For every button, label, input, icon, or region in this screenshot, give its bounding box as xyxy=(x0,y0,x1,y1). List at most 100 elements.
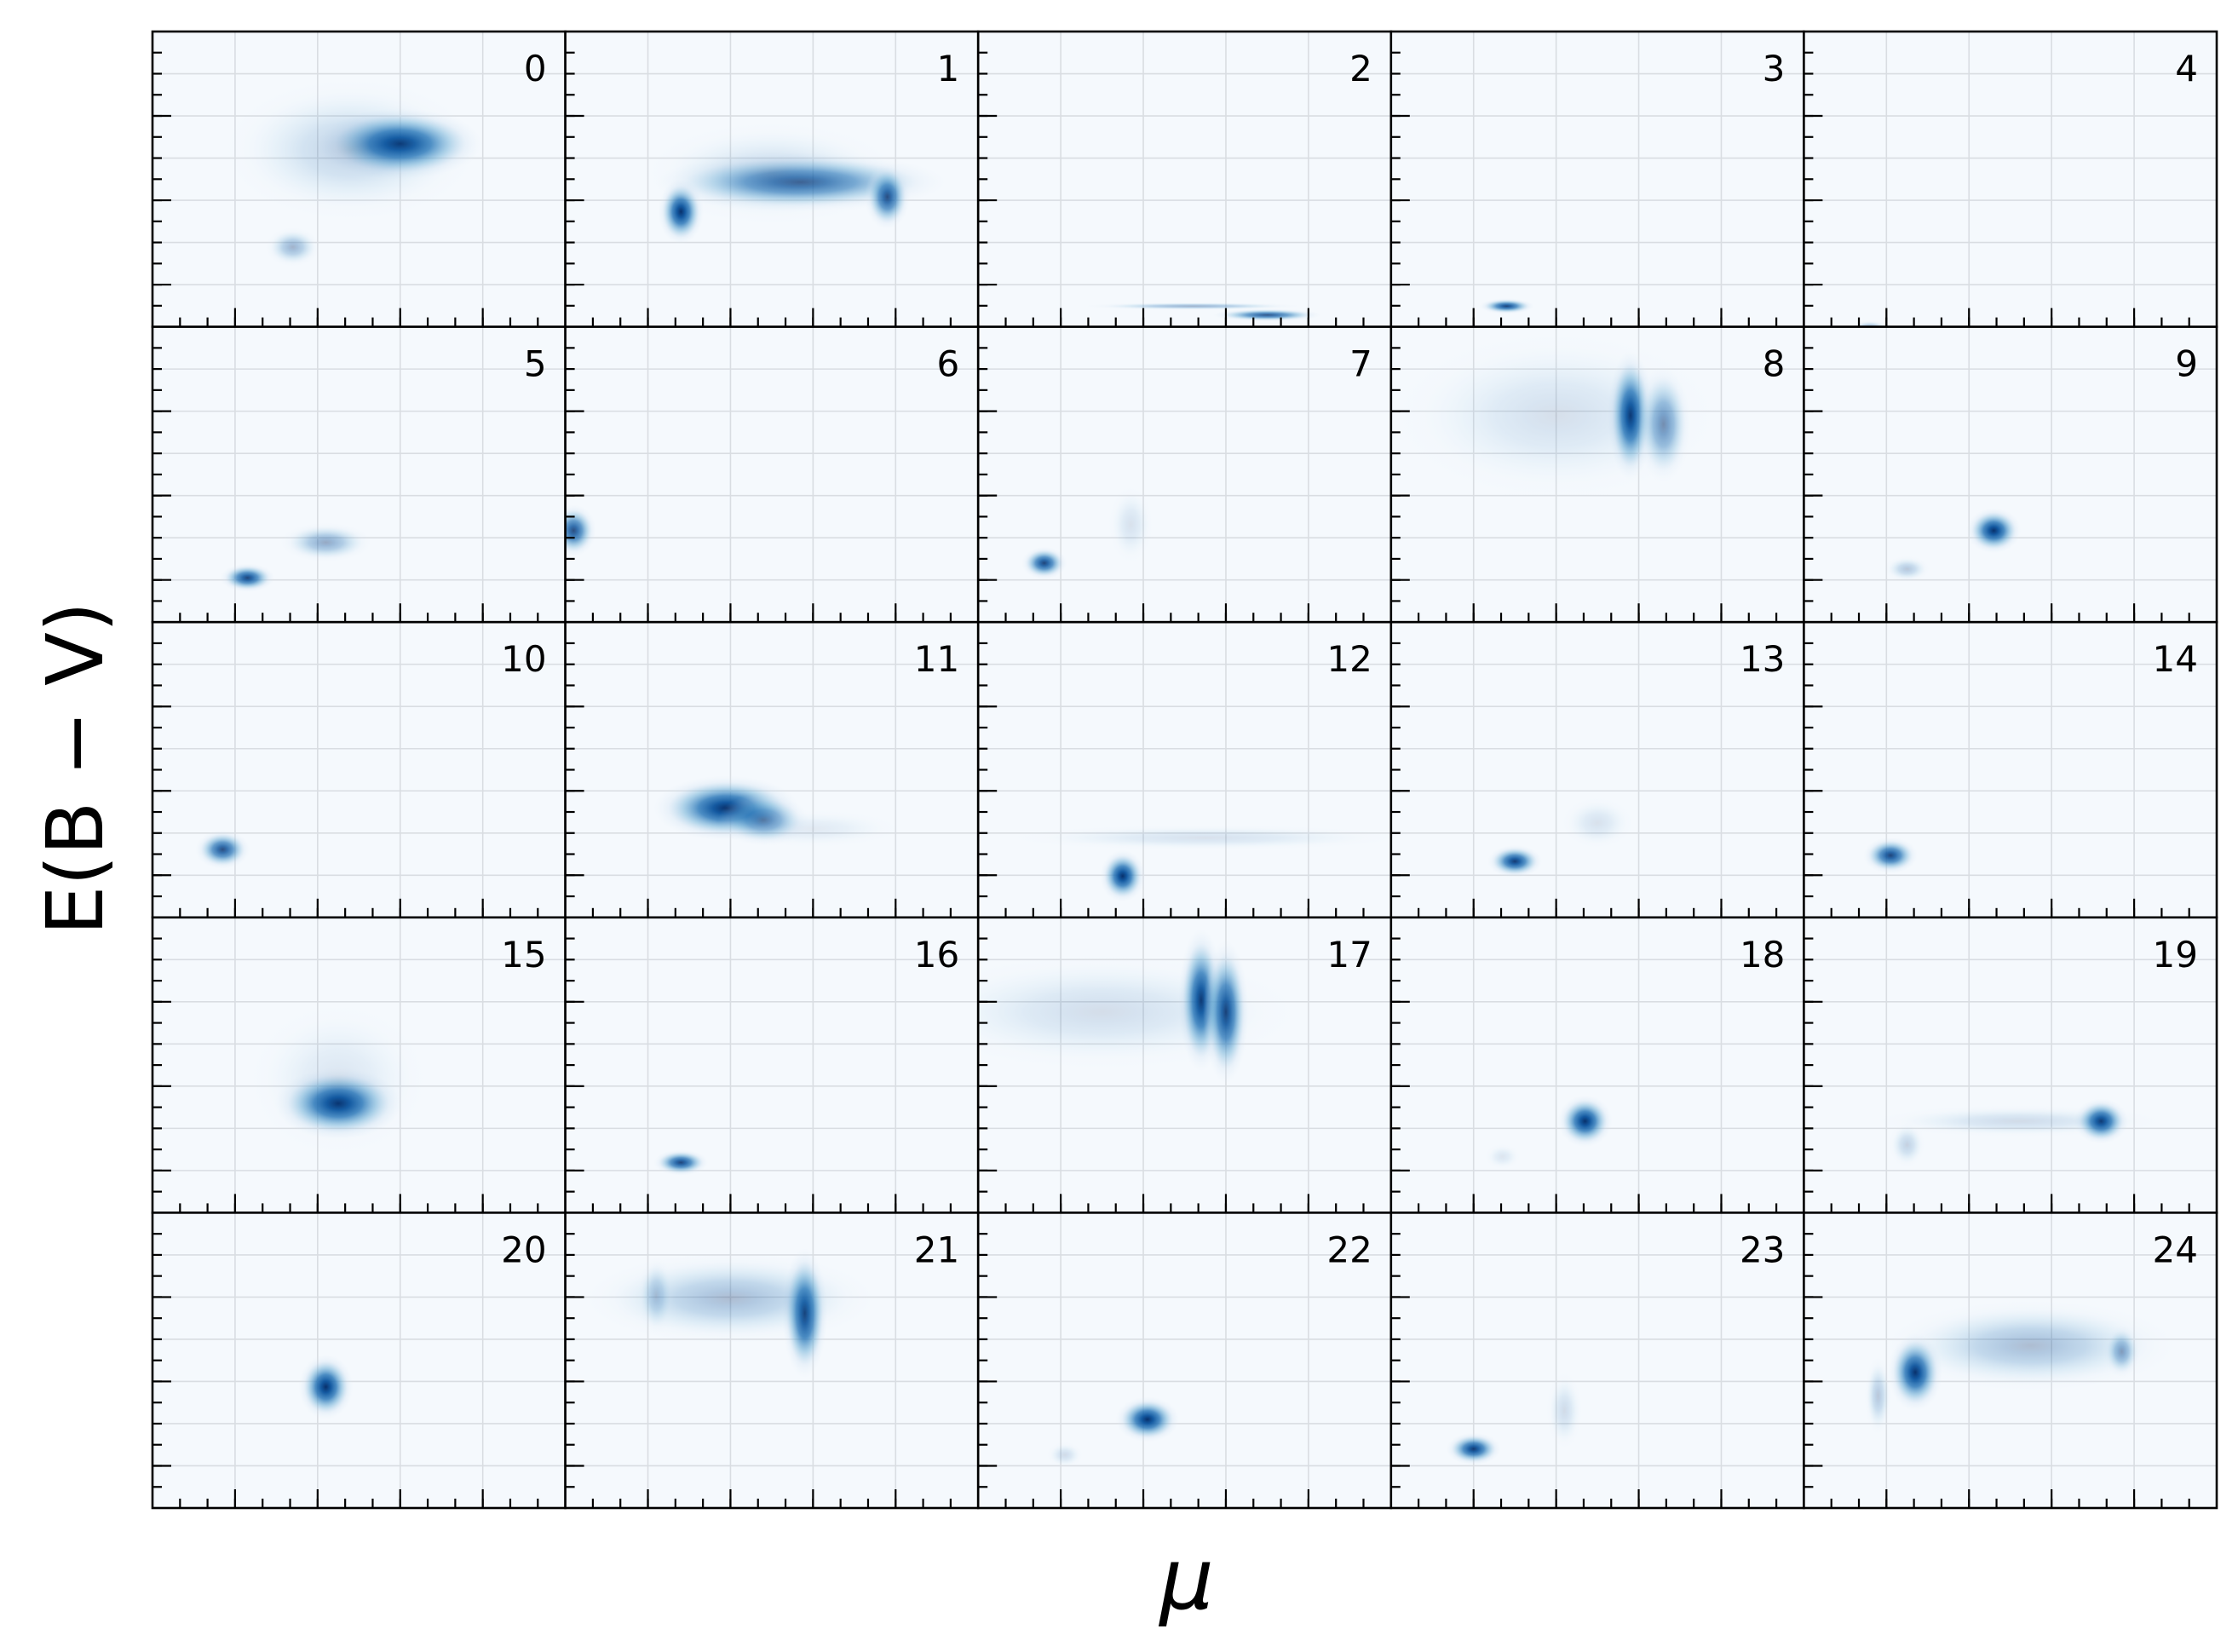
grid xyxy=(565,917,979,1213)
panel-14: 14 xyxy=(1803,620,2218,919)
density-blob xyxy=(1046,1442,1084,1468)
density-blob xyxy=(1889,1121,1925,1168)
panel-background xyxy=(1804,917,2217,1213)
panel-label: 21 xyxy=(914,1229,959,1270)
density-blob xyxy=(220,563,275,592)
panel-background xyxy=(978,1212,1391,1508)
density-layer xyxy=(298,1354,354,1420)
panel-10: 10 xyxy=(151,620,567,919)
ticks xyxy=(1390,642,1778,918)
density-blob xyxy=(1100,849,1146,902)
density-blob xyxy=(1212,308,1322,322)
ticks xyxy=(565,937,952,1213)
y-axis-title: E(B − V) xyxy=(30,602,121,935)
density-blob xyxy=(1884,555,1930,583)
panel-11: 11 xyxy=(564,620,980,919)
panel-background xyxy=(1390,32,1804,327)
density-layer xyxy=(1884,508,2022,583)
density-layer xyxy=(1873,1098,2164,1168)
panel-background xyxy=(1804,326,2217,623)
ticks xyxy=(978,937,1365,1213)
panel-background xyxy=(565,622,979,918)
panel-label: 8 xyxy=(1763,343,1786,385)
panel-background xyxy=(978,622,1391,918)
panel-label: 16 xyxy=(914,934,959,976)
panel-label: 3 xyxy=(1763,48,1786,89)
panel-label: 18 xyxy=(1740,934,1785,976)
density-blob xyxy=(223,78,478,222)
density-layer xyxy=(247,1001,429,1158)
density-blob xyxy=(1966,508,2022,554)
grid xyxy=(1804,32,2217,327)
density-blob xyxy=(722,809,904,849)
panel-13: 13 xyxy=(1389,620,1805,919)
panel-5: 5 xyxy=(151,325,567,624)
density-layer xyxy=(1446,1371,1583,1465)
density-blob xyxy=(1107,486,1154,564)
density-blob xyxy=(1021,546,1067,579)
panel-background xyxy=(565,326,979,623)
ticks xyxy=(978,1233,1365,1508)
ticks xyxy=(565,347,952,623)
density-layer xyxy=(1046,1396,1180,1468)
density-blob xyxy=(2103,1325,2140,1378)
panel-24: 24 xyxy=(1803,1212,2218,1510)
panel-label: 11 xyxy=(914,638,959,680)
panel-17: 17 xyxy=(976,916,1393,1214)
density-layer xyxy=(1851,319,1889,327)
density-layer xyxy=(195,830,250,869)
density-blob xyxy=(1005,824,1391,851)
panel-21: 21 xyxy=(564,1212,980,1510)
density-blob xyxy=(1873,1104,2164,1138)
ticks xyxy=(152,642,539,918)
density-blob xyxy=(644,121,900,226)
panel-6: 6 xyxy=(564,325,980,624)
panel-background xyxy=(978,32,1391,327)
density-blob xyxy=(280,522,371,562)
ticks xyxy=(152,347,539,623)
density-blob xyxy=(637,1256,675,1335)
grid xyxy=(1390,622,1804,918)
density-layer xyxy=(653,775,904,849)
grid xyxy=(978,32,1391,327)
ticks xyxy=(1804,51,2190,327)
density-layer xyxy=(1487,797,1634,878)
panel-label: 14 xyxy=(2153,638,2198,680)
density-blob xyxy=(653,1149,709,1176)
density-blob xyxy=(1084,302,1303,310)
ticks xyxy=(1804,937,2190,1213)
ticks xyxy=(1390,51,1778,327)
ticks xyxy=(152,1233,539,1508)
panel-label: 12 xyxy=(1326,638,1372,680)
panel-22: 22 xyxy=(976,1212,1393,1510)
panel-background xyxy=(152,1212,566,1508)
density-layer xyxy=(584,1247,877,1379)
ticks xyxy=(1804,642,2190,918)
panel-label: 9 xyxy=(2175,343,2198,385)
density-layer xyxy=(1484,1095,1613,1170)
density-blob xyxy=(1392,331,1720,500)
x-axis-title: μ xyxy=(1158,1529,1214,1629)
panel-background xyxy=(1390,917,1804,1213)
ticks xyxy=(978,347,1365,623)
panel-label: 13 xyxy=(1740,638,1785,680)
density-layer xyxy=(653,1149,709,1176)
density-blob xyxy=(265,227,320,267)
panel-3: 3 xyxy=(1389,30,1805,328)
panel-7: 7 xyxy=(976,325,1393,624)
density-blob xyxy=(1479,298,1534,314)
panel-background xyxy=(152,326,566,623)
grid xyxy=(152,622,566,918)
panel-label: 17 xyxy=(1326,934,1372,976)
density-blob xyxy=(195,830,250,869)
density-blob xyxy=(1446,1432,1501,1465)
density-layer xyxy=(1392,331,1720,500)
ticks xyxy=(565,642,952,918)
panel-label: 23 xyxy=(1740,1229,1785,1270)
panel-label: 6 xyxy=(936,343,959,385)
panel-label: 24 xyxy=(2153,1229,2198,1270)
grid xyxy=(152,326,566,623)
ticks xyxy=(152,937,539,1213)
density-blob xyxy=(1546,1371,1583,1450)
